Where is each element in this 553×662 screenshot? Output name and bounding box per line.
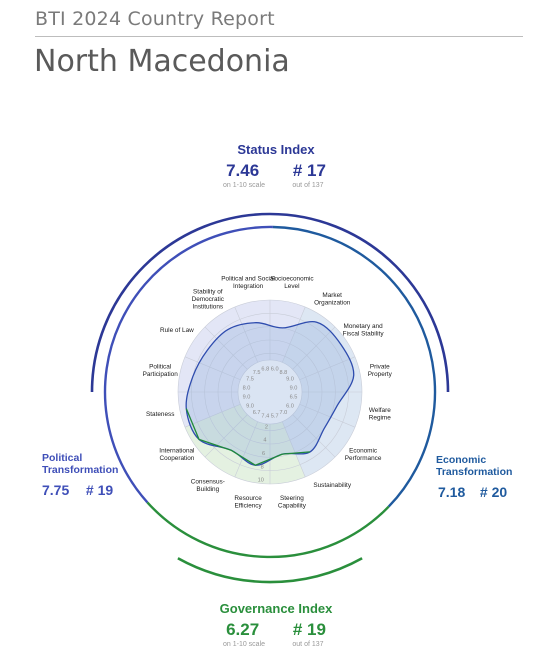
criterion-label: Steering Capability (278, 495, 307, 509)
criterion-score: 5.7 (271, 414, 279, 420)
criterion-label: Sustainability (313, 482, 351, 489)
status-index-title: Status Index (237, 142, 315, 157)
status-index-rank-note: out of 137 (292, 182, 324, 189)
criterion-score: 7.0 (279, 410, 287, 416)
scale-label-2: 2 (265, 424, 268, 430)
criterion-label: Consensus-Building (191, 478, 225, 492)
political-transformation-title-line2: Transformation (42, 464, 119, 476)
grid-spoke (184, 356, 241, 381)
grid-spoke (281, 306, 306, 363)
governance-sector-background (185, 404, 306, 485)
grid-spoke (204, 414, 248, 458)
criterion-label: Rule of Law (160, 327, 194, 334)
criterion-score: 8.0 (243, 385, 251, 391)
criterion-score: 9.0 (290, 385, 298, 391)
criterion-score: 7.5 (246, 377, 254, 383)
grid-spoke (184, 403, 241, 428)
economic-transformation-arc (272, 225, 437, 508)
radar-wheel: 2468106.08.89.09.06.56.07.05.77.46.79.09… (177, 299, 363, 485)
criterion-score: 9.0 (246, 403, 254, 409)
economic-transformation-title-line2: Transformation (436, 466, 513, 478)
country-name: North Macedonia (34, 44, 290, 79)
economic-transformation-rank: # 20 (479, 484, 508, 500)
grid-spoke (292, 414, 336, 458)
governance-index-score-note: on 1-10 scale (223, 641, 266, 648)
criterion-score: 6.0 (271, 366, 279, 372)
grid-spoke (234, 306, 259, 363)
governance-index-title: Governance Index (219, 601, 333, 616)
political-transformation-arc (103, 225, 273, 504)
status-index-rank: # 17 (292, 161, 326, 180)
criterion-label: Stability of Democratic Institutions (192, 289, 225, 311)
report-title: BTI 2024 Country Report (35, 8, 275, 30)
status-index-arc (90, 212, 450, 393)
criterion-label: International Cooperation (159, 448, 194, 462)
criterion-score: 8.8 (279, 370, 287, 376)
grid-spoke (204, 326, 248, 370)
scale-label-4: 4 (263, 438, 266, 444)
criterion-label: Stateness (146, 411, 174, 418)
economic-transformation-score: 7.18 (438, 484, 466, 500)
criterion-label: Political and Social Integration (221, 276, 275, 290)
criterion-label: Economic Performance (345, 448, 382, 462)
political-transformation-score: 7.75 (42, 482, 70, 498)
criterion-label: Private Property (368, 363, 393, 377)
governance-index-rank-note: out of 137 (292, 641, 324, 648)
governance-index-block: Governance Index 6.27 # 19 on 1-10 scale… (176, 601, 376, 648)
political-transformation-rank: # 19 (85, 482, 114, 498)
grid-spoke (292, 326, 336, 370)
criterion-label: Socioeconomic Level (270, 276, 314, 290)
status-index-block: Status Index 7.46 # 17 on 1-10 scale out… (176, 142, 376, 189)
criterion-label: Political Participation (143, 363, 179, 377)
header-divider (35, 36, 523, 37)
scale-label-10: 10 (258, 478, 264, 484)
governance-arc (146, 501, 390, 559)
criterion-label: Resource Efficiency (234, 495, 262, 509)
grid-spoke (281, 421, 306, 478)
criterion-score: 6.0 (286, 403, 294, 409)
criterion-score: 7.5 (253, 370, 261, 376)
criterion-score: 6.7 (253, 410, 261, 416)
status-index-score: 7.46 (226, 161, 260, 180)
governance-index-arc (177, 557, 363, 584)
governance-index-score: 6.27 (226, 620, 260, 639)
economic-sector-background (270, 300, 362, 477)
status-index-score-note: on 1-10 scale (223, 182, 266, 189)
criterion-score: 9.0 (243, 395, 251, 401)
economic-transformation-block: Economic Transformation 7.18 # 20 (436, 454, 513, 500)
political-transformation-block: Political Transformation 7.75 # 19 (42, 452, 119, 498)
economic-transformation-title-line1: Economic (436, 454, 487, 466)
governance-score-outline (185, 408, 311, 466)
criterion-score: 9.0 (286, 377, 294, 383)
criterion-label: Market Organization (314, 292, 351, 306)
criterion-label: Welfare Regime (369, 407, 391, 421)
grid-spoke (299, 356, 356, 381)
criterion-label: Monetary and Fiscal Stability (343, 323, 385, 337)
governance-index-rank: # 19 (292, 620, 326, 639)
scale-label-8: 8 (261, 464, 264, 470)
criterion-score: 7.4 (261, 414, 269, 420)
criterion-score: 6.8 (261, 366, 269, 372)
grid-spoke (234, 421, 259, 478)
index-arcs (90, 212, 450, 584)
scale-label-6: 6 (262, 451, 265, 457)
political-transformation-title-line1: Political (42, 452, 83, 464)
criterion-score: 6.5 (290, 395, 298, 401)
grid-spoke (299, 403, 356, 428)
